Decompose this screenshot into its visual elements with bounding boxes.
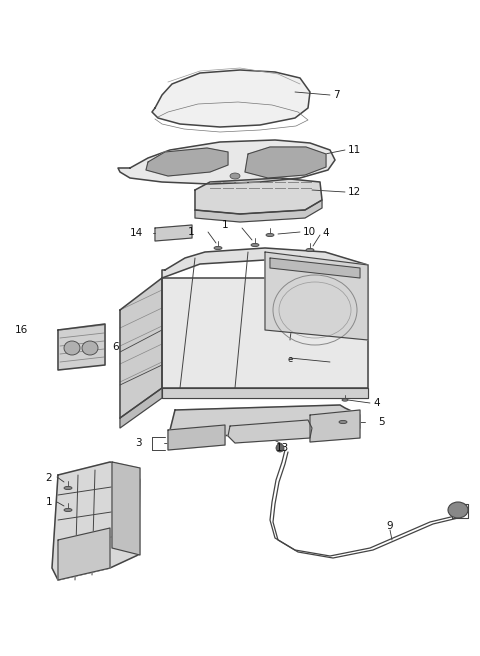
Ellipse shape bbox=[276, 444, 284, 452]
Polygon shape bbox=[162, 248, 368, 278]
Polygon shape bbox=[52, 462, 140, 580]
Ellipse shape bbox=[82, 341, 98, 355]
Polygon shape bbox=[152, 70, 310, 127]
Text: 10: 10 bbox=[303, 227, 316, 237]
Polygon shape bbox=[162, 388, 368, 398]
Ellipse shape bbox=[214, 247, 222, 249]
Text: 14: 14 bbox=[130, 228, 143, 238]
Polygon shape bbox=[270, 258, 360, 278]
Text: 1: 1 bbox=[187, 227, 194, 237]
Polygon shape bbox=[58, 324, 105, 370]
Text: 1: 1 bbox=[46, 497, 52, 507]
Text: 7: 7 bbox=[333, 90, 340, 100]
Text: 6: 6 bbox=[112, 342, 119, 352]
Polygon shape bbox=[170, 405, 360, 437]
Text: 4: 4 bbox=[373, 398, 380, 408]
Polygon shape bbox=[155, 225, 192, 241]
Ellipse shape bbox=[342, 399, 348, 401]
Polygon shape bbox=[58, 528, 110, 580]
Polygon shape bbox=[112, 462, 140, 555]
Polygon shape bbox=[265, 252, 368, 340]
Text: 5: 5 bbox=[378, 417, 384, 427]
Text: 9: 9 bbox=[387, 521, 393, 531]
Text: 13: 13 bbox=[276, 443, 288, 453]
Ellipse shape bbox=[306, 249, 314, 252]
Text: 1: 1 bbox=[221, 220, 228, 230]
Ellipse shape bbox=[339, 420, 347, 424]
Ellipse shape bbox=[448, 502, 468, 518]
Text: 12: 12 bbox=[348, 187, 361, 197]
Ellipse shape bbox=[64, 508, 72, 512]
Ellipse shape bbox=[266, 234, 274, 237]
Text: 4: 4 bbox=[322, 228, 329, 238]
Polygon shape bbox=[310, 410, 360, 442]
Polygon shape bbox=[118, 140, 335, 184]
Text: e: e bbox=[288, 356, 293, 365]
Polygon shape bbox=[228, 420, 312, 443]
Text: 11: 11 bbox=[348, 145, 361, 155]
Polygon shape bbox=[168, 425, 225, 450]
Polygon shape bbox=[195, 178, 322, 214]
Polygon shape bbox=[146, 148, 228, 176]
Text: 16: 16 bbox=[15, 325, 28, 335]
Text: 3: 3 bbox=[135, 438, 142, 448]
Polygon shape bbox=[195, 200, 322, 222]
Ellipse shape bbox=[64, 341, 80, 355]
Ellipse shape bbox=[251, 243, 259, 247]
Polygon shape bbox=[120, 278, 162, 418]
Polygon shape bbox=[245, 147, 326, 178]
Polygon shape bbox=[120, 388, 162, 428]
Ellipse shape bbox=[64, 486, 72, 489]
Text: 2: 2 bbox=[46, 473, 52, 483]
Polygon shape bbox=[162, 278, 368, 388]
Ellipse shape bbox=[230, 173, 240, 179]
